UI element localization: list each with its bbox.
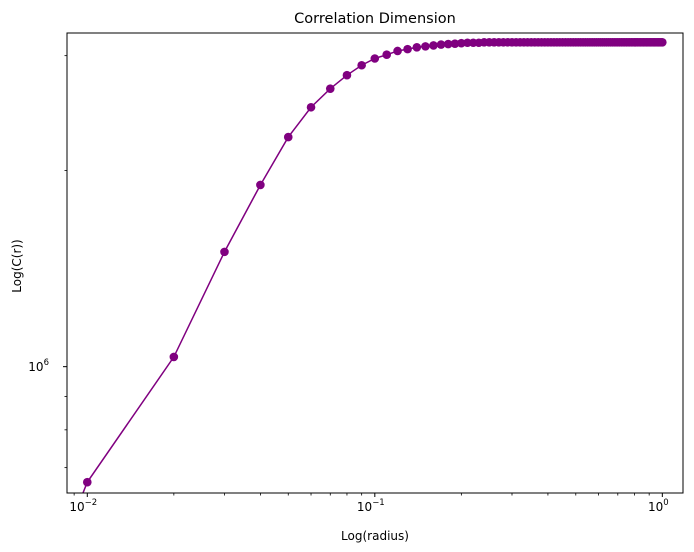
data-point	[421, 42, 430, 51]
data-point	[457, 38, 466, 48]
data-point	[342, 70, 352, 80]
data-point	[412, 42, 422, 52]
data-point	[443, 39, 453, 49]
data-point	[220, 247, 229, 257]
data-point	[256, 180, 265, 190]
data-point	[429, 41, 438, 50]
data-series	[82, 38, 667, 493]
data-point	[436, 40, 446, 49]
y-axis-label: Log(C(r))	[10, 239, 24, 292]
data-point	[82, 477, 92, 487]
data-point	[382, 50, 392, 60]
data-point	[357, 60, 366, 70]
data-point	[658, 38, 667, 47]
plot-frame	[66, 32, 684, 494]
chart-title: Correlation Dimension	[294, 11, 456, 27]
data-point	[283, 132, 293, 142]
data-point	[393, 46, 402, 56]
x-axis-label: Log(radius)	[341, 529, 409, 543]
data-point	[169, 352, 179, 362]
data-point	[325, 84, 335, 93]
data-point	[403, 44, 412, 54]
data-point	[306, 102, 316, 112]
data-point	[450, 39, 460, 48]
data-point	[370, 54, 380, 63]
